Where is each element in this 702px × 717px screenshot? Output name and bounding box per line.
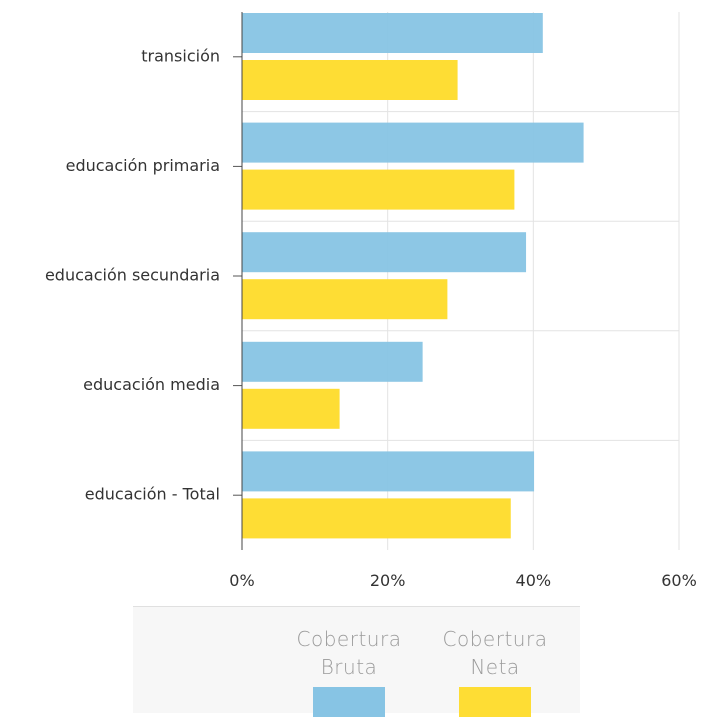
x-tick-label: 20%: [370, 571, 406, 590]
bar-bruta: [242, 341, 423, 382]
bar-neta: [242, 388, 340, 429]
category-label: transición: [141, 46, 220, 65]
axis-layer: [233, 12, 243, 550]
legend-label-bruta-line1: Cobertura: [296, 627, 402, 651]
category-label: educación - Total: [85, 485, 220, 504]
grid-layer: [242, 12, 680, 550]
legend-item-neta[interactable]: Cobertura Neta: [430, 625, 560, 717]
bar-layer: [242, 13, 584, 539]
legend-item-bruta[interactable]: Cobertura Bruta: [284, 625, 414, 717]
bar-bruta: [242, 451, 535, 492]
bar-chart-svg: transición educación primaria educación se…: [45, 12, 697, 590]
legend-swatch-bruta: [313, 687, 385, 717]
x-tick-label: 60%: [661, 571, 697, 590]
category-label: educación media: [83, 375, 220, 394]
bar-bruta: [242, 232, 527, 273]
legend-label-neta-line2: Neta: [470, 655, 520, 679]
bar-neta: [242, 169, 515, 210]
legend-swatch-neta: [459, 687, 531, 717]
bar-neta: [242, 279, 448, 320]
legend-label-bruta-line2: Bruta: [320, 655, 378, 679]
category-label: educación primaria: [66, 156, 220, 175]
legend-label-neta-line1: Cobertura: [442, 627, 548, 651]
label-layer: transición educación primaria educación se…: [45, 46, 697, 590]
category-label: educación secundaria: [45, 266, 220, 285]
legend: Cobertura Bruta Cobertura Neta: [133, 606, 580, 717]
bar-neta: [242, 60, 458, 100]
bar-bruta: [242, 122, 584, 163]
x-tick-label: 0%: [229, 571, 254, 590]
x-tick-label: 40%: [516, 571, 552, 590]
bar-bruta: [242, 13, 543, 53]
bar-neta: [242, 498, 511, 539]
